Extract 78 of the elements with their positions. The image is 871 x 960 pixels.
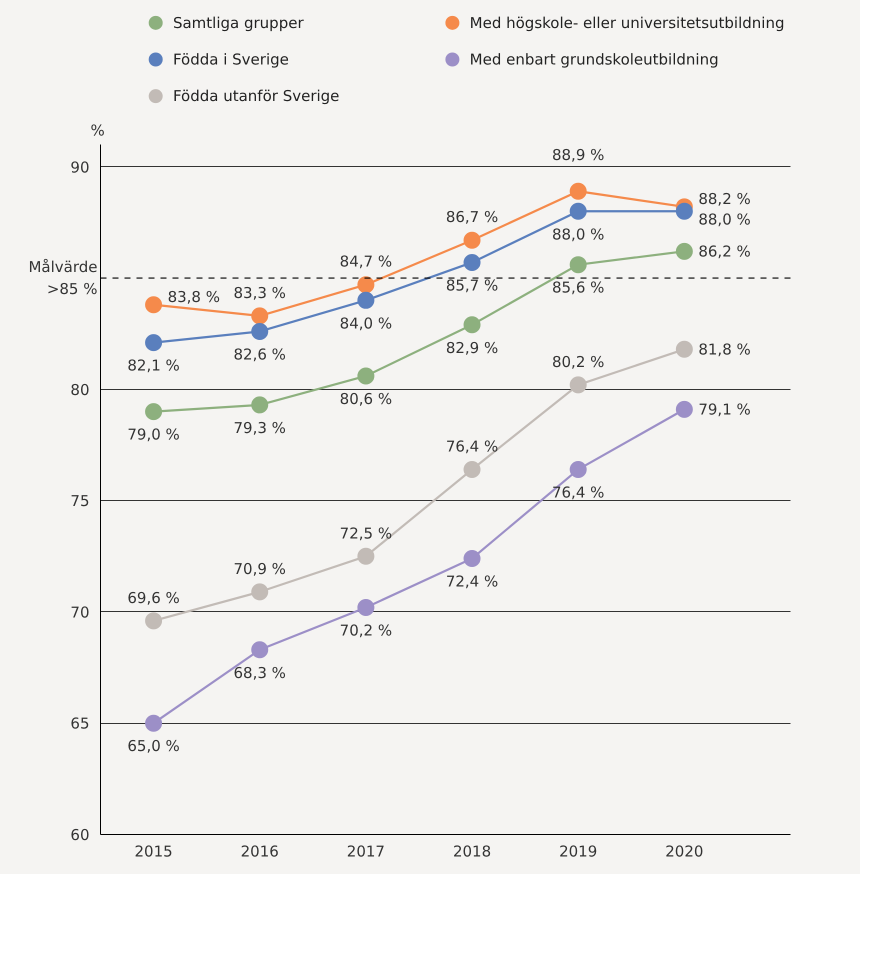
data-label: 88,2 % xyxy=(698,190,751,208)
point xyxy=(251,322,268,340)
point xyxy=(357,598,374,616)
point xyxy=(676,400,693,418)
data-label: 82,6 % xyxy=(234,345,286,364)
point xyxy=(251,396,268,414)
legend-label: Med högskole- eller universitetsutbildning xyxy=(470,14,784,32)
x-tick-label: 2020 xyxy=(665,842,704,860)
x-tick-label: 2019 xyxy=(559,842,598,860)
legend-label: Med enbart grundskoleutbildning xyxy=(470,50,719,68)
data-label: 88,0 % xyxy=(552,225,604,244)
legend-label: Samtliga grupper xyxy=(172,14,304,32)
data-label: 65,0 % xyxy=(127,737,180,756)
point xyxy=(145,714,162,732)
data-label: 70,2 % xyxy=(340,621,392,640)
point xyxy=(464,460,481,478)
data-label: 85,7 % xyxy=(446,276,498,294)
point xyxy=(357,368,374,384)
data-label: 79,0 % xyxy=(127,426,180,444)
point xyxy=(357,276,374,294)
data-label: 88,0 % xyxy=(698,210,751,228)
x-tick-label: 2016 xyxy=(240,842,279,860)
point xyxy=(464,316,481,334)
point xyxy=(676,242,693,260)
data-label: 68,3 % xyxy=(234,664,286,682)
y-tick-label: 75 xyxy=(70,492,90,510)
y-tick-label: 65 xyxy=(70,714,90,733)
legend-label: Födda utanför Sverige xyxy=(172,87,340,106)
data-label: 85,6 % xyxy=(552,278,604,297)
data-label: 72,4 % xyxy=(446,572,498,590)
data-label: 76,4 % xyxy=(446,437,498,456)
point xyxy=(464,254,481,271)
data-label: 72,5 % xyxy=(340,524,392,542)
data-label: 80,2 % xyxy=(552,352,604,371)
data-label: 76,4 % xyxy=(552,483,604,502)
data-label: 84,7 % xyxy=(340,252,392,271)
data-label: 83,3 % xyxy=(234,284,286,302)
data-label: 82,1 % xyxy=(127,356,180,375)
data-label: 86,7 % xyxy=(446,208,498,226)
y-tick-label: 90 xyxy=(70,158,90,176)
point xyxy=(676,340,693,358)
x-tick-label: 2018 xyxy=(452,842,492,860)
point xyxy=(676,202,693,220)
point xyxy=(357,548,374,565)
point xyxy=(251,641,268,658)
point xyxy=(464,232,481,249)
data-label: 83,8 % xyxy=(168,288,220,306)
y-tick-label: 70 xyxy=(70,603,90,622)
point xyxy=(145,334,162,352)
data-label: 79,3 % xyxy=(234,418,286,437)
point xyxy=(145,612,162,630)
data-label: 69,6 % xyxy=(127,588,180,607)
point xyxy=(464,550,481,567)
point xyxy=(145,296,162,314)
y-tick-label: 60 xyxy=(70,826,90,844)
data-label: 86,2 % xyxy=(698,242,751,260)
point xyxy=(251,583,268,600)
data-label: 81,8 % xyxy=(698,340,751,358)
data-label: 88,9 % xyxy=(552,146,604,164)
data-label: 80,6 % xyxy=(340,390,392,408)
point xyxy=(570,202,587,220)
point xyxy=(570,460,587,478)
point xyxy=(145,403,162,420)
data-label: 70,9 % xyxy=(234,560,286,578)
point xyxy=(570,182,587,200)
y-axis-title: % xyxy=(90,122,105,140)
point xyxy=(251,307,268,324)
point xyxy=(570,376,587,394)
x-tick-label: 2017 xyxy=(346,842,385,860)
legend-label: Födda i Sverige xyxy=(172,50,289,68)
y-tick-label: 80 xyxy=(70,380,90,399)
x-tick-label: 2015 xyxy=(134,842,173,860)
point xyxy=(570,256,587,274)
point xyxy=(357,292,374,309)
data-label: 82,9 % xyxy=(446,338,498,357)
data-label: 79,1 % xyxy=(698,400,751,418)
data-label: 84,0 % xyxy=(340,314,392,332)
ref-line-label: Målvärde >85 % xyxy=(28,258,98,298)
